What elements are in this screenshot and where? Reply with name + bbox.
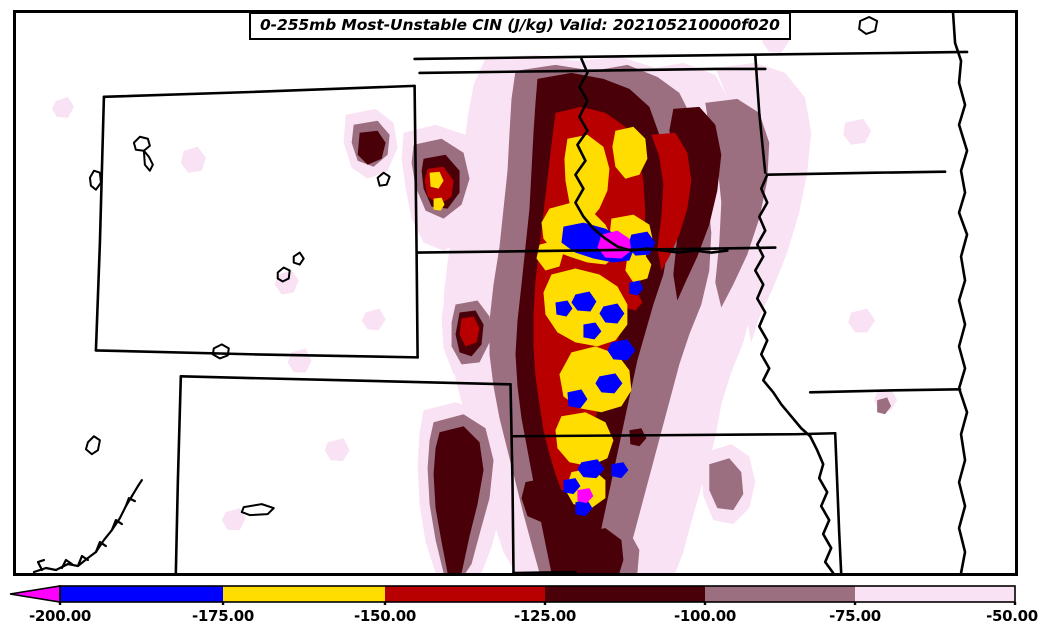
- colorbar: -200.00 -175.00 -150.00 -125.00 -100.00 …: [0, 583, 1044, 633]
- river-system-southwest: [32, 479, 143, 573]
- colorbar-extend-outline: [9, 585, 61, 603]
- colorbar-tick-label-4: -100.00: [673, 607, 737, 625]
- contour-band-200to175: [555, 222, 656, 517]
- map-canvas: [32, 13, 969, 573]
- colorbar-tick-label-1: -175.00: [191, 607, 255, 625]
- colorbar-segment--75--50: [855, 586, 1015, 602]
- state-boundaries: [94, 13, 969, 573]
- colorbar-tick-label-2: -150.00: [353, 607, 417, 625]
- colorbar-tick-label-3: -125.00: [513, 607, 577, 625]
- colorbar-ticks: [58, 602, 1017, 605]
- colorbar-segment--100--75: [705, 586, 855, 602]
- water-features: [84, 15, 879, 517]
- colorbar-segment-below-200: [10, 586, 60, 602]
- map-title-box: 0-255mb Most-Unstable CIN (J/kg) Valid: …: [249, 12, 791, 41]
- colorbar-segment--125--100: [545, 586, 705, 602]
- colorbar-tick-label-5: -75.00: [829, 607, 881, 625]
- colorbar-swatches: [9, 585, 1017, 605]
- colorbar-tick-label-6: -50.00: [986, 607, 1038, 625]
- map-panel: [13, 10, 1018, 576]
- colorbar-tick-labels: -200.00 -175.00 -150.00 -125.00 -100.00 …: [0, 607, 1044, 631]
- colorbar-tick-label-0: -200.00: [28, 607, 92, 625]
- colorbar-segment--200--175: [60, 586, 223, 602]
- page-title: 0-255mb Most-Unstable CIN (J/kg) Valid: …: [260, 16, 780, 34]
- colorbar-segment--150--125: [385, 586, 545, 602]
- colorbar-segment--175--150: [223, 586, 385, 602]
